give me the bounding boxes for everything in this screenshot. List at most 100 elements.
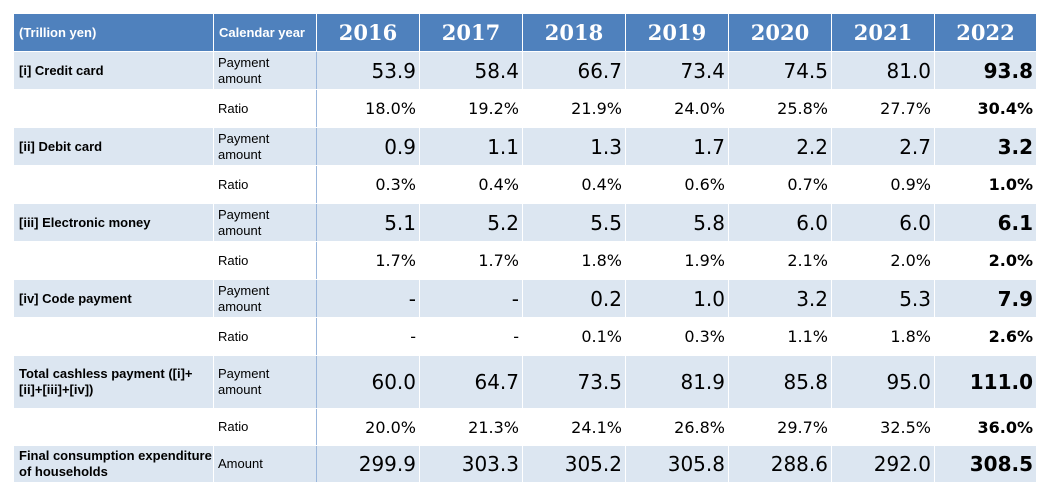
cashless-payment-table: (Trillion yen) Calendar year 2016 2017 2… bbox=[13, 13, 1037, 483]
row-item-label bbox=[13, 89, 214, 128]
year-header: 2022 bbox=[934, 13, 1037, 52]
table-cell: - bbox=[316, 317, 420, 356]
table-cell: 2.6% bbox=[934, 317, 1037, 356]
row-kind-label: Amount bbox=[213, 445, 317, 483]
row-item-label bbox=[13, 317, 214, 356]
table-cell: 21.9% bbox=[522, 89, 626, 128]
table-row: [iv] Code payment Payment amount - - 0.2… bbox=[13, 279, 1037, 318]
table-cell: 32.5% bbox=[831, 408, 935, 446]
table-cell: 292.0 bbox=[831, 445, 935, 483]
table-cell: 74.5 bbox=[728, 51, 832, 90]
row-kind-label: Payment amount bbox=[213, 279, 317, 318]
table-cell: 21.3% bbox=[419, 408, 523, 446]
table-row: Ratio - - 0.1% 0.3% 1.1% 1.8% 2.6% bbox=[13, 317, 1037, 356]
table-cell: 2.2 bbox=[728, 127, 832, 166]
table-cell: 0.4% bbox=[419, 165, 523, 204]
table-cell: - bbox=[316, 279, 420, 318]
year-header: 2018 bbox=[522, 13, 626, 52]
table-cell: 288.6 bbox=[728, 445, 832, 483]
table-row: Total cashless payment ([i]+[ii]+[iii]+[… bbox=[13, 355, 1037, 409]
table-cell: 1.7% bbox=[419, 241, 523, 280]
row-kind-label: Payment amount bbox=[213, 127, 317, 166]
table-cell: 73.5 bbox=[522, 355, 626, 409]
table-cell: 299.9 bbox=[316, 445, 420, 483]
table-cell: - bbox=[419, 317, 523, 356]
table-row: Ratio 18.0% 19.2% 21.9% 24.0% 25.8% 27.7… bbox=[13, 89, 1037, 128]
table-cell: 53.9 bbox=[316, 51, 420, 90]
table-cell: 1.7% bbox=[316, 241, 420, 280]
table-cell: 1.0 bbox=[625, 279, 729, 318]
table-cell: 58.4 bbox=[419, 51, 523, 90]
row-item-label bbox=[13, 241, 214, 280]
row-item-label: [iv] Code payment bbox=[13, 279, 214, 318]
table-cell: 20.0% bbox=[316, 408, 420, 446]
table-cell: 30.4% bbox=[934, 89, 1037, 128]
table-cell: 1.9% bbox=[625, 241, 729, 280]
table-cell: 1.1% bbox=[728, 317, 832, 356]
row-item-label bbox=[13, 165, 214, 204]
table-row: [i] Credit card Payment amount 53.9 58.4… bbox=[13, 51, 1037, 90]
table-cell: 2.0% bbox=[934, 241, 1037, 280]
table-cell: 0.7% bbox=[728, 165, 832, 204]
table-cell: 3.2 bbox=[728, 279, 832, 318]
table-cell: 1.8% bbox=[831, 317, 935, 356]
table-cell: 5.2 bbox=[419, 203, 523, 242]
table-cell: 1.1 bbox=[419, 127, 523, 166]
table-cell: 66.7 bbox=[522, 51, 626, 90]
row-kind-label: Ratio bbox=[213, 241, 317, 280]
table-cell: 0.2 bbox=[522, 279, 626, 318]
table-cell: 0.3% bbox=[625, 317, 729, 356]
table-cell: 305.2 bbox=[522, 445, 626, 483]
table-row: Final consumption expenditure of househo… bbox=[13, 445, 1037, 483]
table-cell: 6.0 bbox=[728, 203, 832, 242]
table-cell: 81.0 bbox=[831, 51, 935, 90]
table-cell: 1.3 bbox=[522, 127, 626, 166]
table-cell: 0.1% bbox=[522, 317, 626, 356]
table-cell: 26.8% bbox=[625, 408, 729, 446]
table-cell: 303.3 bbox=[419, 445, 523, 483]
table-row: [iii] Electronic money Payment amount 5.… bbox=[13, 203, 1037, 242]
header-row: (Trillion yen) Calendar year 2016 2017 2… bbox=[13, 13, 1037, 52]
row-kind-label: Payment amount bbox=[213, 203, 317, 242]
table-cell: 95.0 bbox=[831, 355, 935, 409]
table-cell: 60.0 bbox=[316, 355, 420, 409]
calendar-year-label: Calendar year bbox=[213, 13, 317, 52]
table-cell: 1.0% bbox=[934, 165, 1037, 204]
table-row: Ratio 0.3% 0.4% 0.4% 0.6% 0.7% 0.9% 1.0% bbox=[13, 165, 1037, 204]
row-kind-label: Ratio bbox=[213, 165, 317, 204]
table-cell: 18.0% bbox=[316, 89, 420, 128]
table-cell: 2.0% bbox=[831, 241, 935, 280]
table-cell: 6.1 bbox=[934, 203, 1037, 242]
table-cell: 5.5 bbox=[522, 203, 626, 242]
table-cell: 27.7% bbox=[831, 89, 935, 128]
table-cell: 5.8 bbox=[625, 203, 729, 242]
table-cell: 0.9% bbox=[831, 165, 935, 204]
table-cell: 0.9 bbox=[316, 127, 420, 166]
year-header: 2017 bbox=[419, 13, 523, 52]
table-cell: 36.0% bbox=[934, 408, 1037, 446]
table-cell: 73.4 bbox=[625, 51, 729, 90]
table-cell: 29.7% bbox=[728, 408, 832, 446]
row-kind-label: Ratio bbox=[213, 408, 317, 446]
table-cell: 0.6% bbox=[625, 165, 729, 204]
year-header: 2020 bbox=[728, 13, 832, 52]
table-cell: 81.9 bbox=[625, 355, 729, 409]
cashless-payment-table-container: (Trillion yen) Calendar year 2016 2017 2… bbox=[13, 13, 1037, 483]
table-cell: 308.5 bbox=[934, 445, 1037, 483]
table-cell: 85.8 bbox=[728, 355, 832, 409]
table-cell: - bbox=[419, 279, 523, 318]
table-row: Ratio 20.0% 21.3% 24.1% 26.8% 29.7% 32.5… bbox=[13, 408, 1037, 446]
table-cell: 1.8% bbox=[522, 241, 626, 280]
table-row: [ii] Debit card Payment amount 0.9 1.1 1… bbox=[13, 127, 1037, 166]
table-cell: 25.8% bbox=[728, 89, 832, 128]
table-row: Ratio 1.7% 1.7% 1.8% 1.9% 2.1% 2.0% 2.0% bbox=[13, 241, 1037, 280]
row-item-label: [i] Credit card bbox=[13, 51, 214, 90]
row-item-label: [iii] Electronic money bbox=[13, 203, 214, 242]
table-cell: 2.1% bbox=[728, 241, 832, 280]
table-cell: 64.7 bbox=[419, 355, 523, 409]
year-header: 2021 bbox=[831, 13, 935, 52]
year-header: 2016 bbox=[316, 13, 420, 52]
table-cell: 3.2 bbox=[934, 127, 1037, 166]
year-header: 2019 bbox=[625, 13, 729, 52]
table-cell: 19.2% bbox=[419, 89, 523, 128]
